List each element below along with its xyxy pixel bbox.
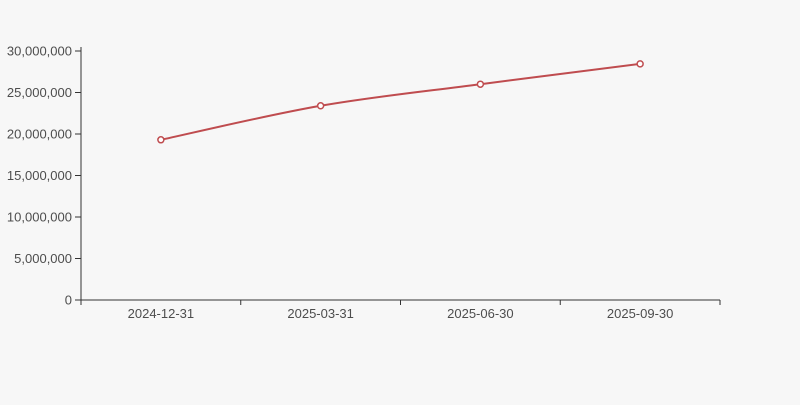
y-axis-tick-label: 5,000,000 (14, 251, 72, 266)
x-axis-tick-label: 2024-12-31 (128, 306, 195, 321)
y-axis-tick-label: 30,000,000 (7, 44, 72, 59)
x-axis-tick-label: 2025-06-30 (447, 306, 514, 321)
x-axis-tick-label: 2025-03-31 (287, 306, 354, 321)
data-point-marker (157, 136, 165, 144)
y-axis-tick-label: 15,000,000 (7, 168, 72, 183)
x-axis-tick-label: 2025-09-30 (607, 306, 674, 321)
y-axis-tick-label: 10,000,000 (7, 210, 72, 225)
y-axis-tick-label: 25,000,000 (7, 85, 72, 100)
data-point-marker (316, 102, 325, 110)
data-point-marker (636, 60, 644, 68)
data-point-marker (476, 80, 485, 88)
y-axis-tick-label: 0 (65, 293, 72, 308)
series-line (159, 62, 642, 141)
y-axis-tick-label: 20,000,000 (7, 127, 72, 142)
